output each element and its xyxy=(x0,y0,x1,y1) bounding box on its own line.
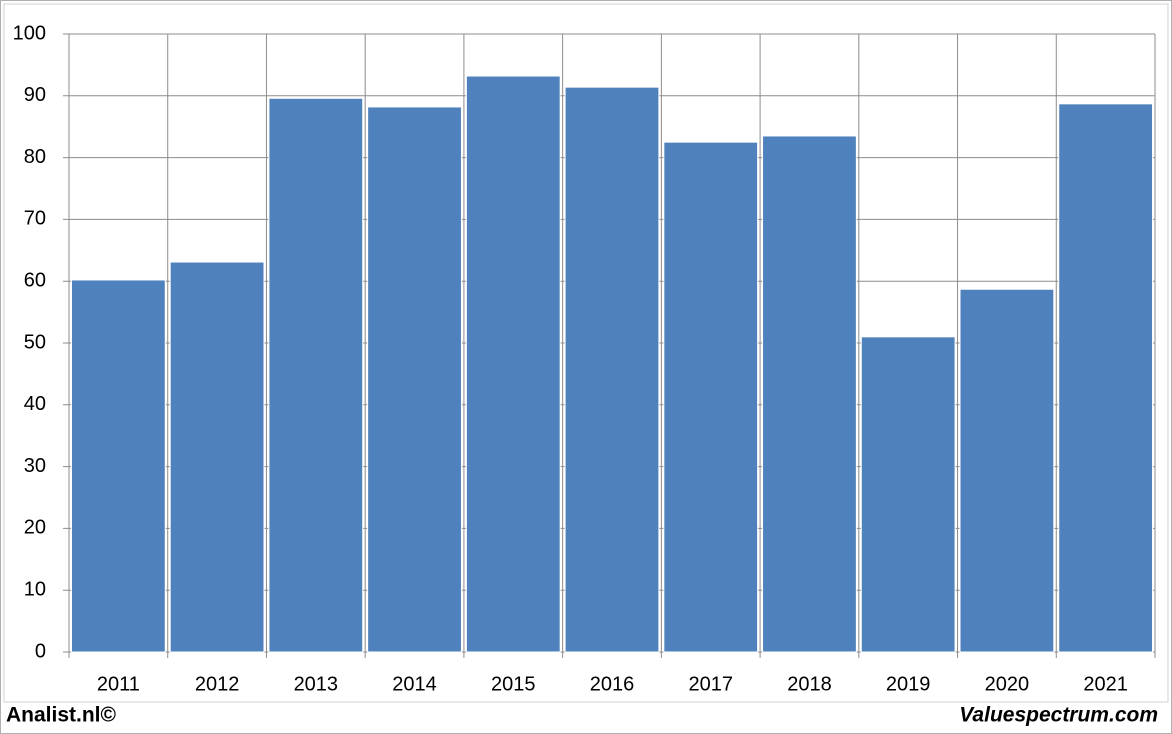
x-tick-label: 2013 xyxy=(294,673,339,695)
footer-right: Valuespectrum.com xyxy=(959,704,1158,727)
bar xyxy=(367,106,462,653)
bar xyxy=(959,288,1055,653)
y-tick-label: 10 xyxy=(24,578,46,600)
y-tick-label: 50 xyxy=(24,331,46,353)
footer-left: Analist.nl© xyxy=(6,704,117,727)
x-tick-label: 2016 xyxy=(590,673,635,695)
x-tick-label: 2021 xyxy=(1083,673,1128,695)
y-tick-label: 80 xyxy=(24,146,46,168)
y-tick-label: 90 xyxy=(24,84,46,106)
bar xyxy=(762,135,857,653)
bar xyxy=(268,97,364,653)
bar xyxy=(465,75,561,653)
y-tick-label: 0 xyxy=(35,640,46,662)
y-tick-label: 70 xyxy=(24,208,46,230)
bar xyxy=(70,279,166,653)
y-tick-label: 100 xyxy=(13,22,46,44)
y-tick-label: 30 xyxy=(24,455,46,477)
y-tick-label: 60 xyxy=(24,269,46,291)
x-tick-label: 2011 xyxy=(97,673,140,695)
x-tick-label: 2019 xyxy=(886,673,931,695)
x-tick-label: 2014 xyxy=(392,673,437,695)
bar xyxy=(860,336,956,653)
bar xyxy=(663,141,759,653)
x-tick-label: 2012 xyxy=(195,673,240,695)
x-tick-label: 2015 xyxy=(491,673,536,695)
y-tick-label: 20 xyxy=(24,517,46,539)
x-tick-label: 2020 xyxy=(985,673,1030,695)
y-tick-label: 40 xyxy=(24,393,46,415)
bar xyxy=(169,261,265,653)
bar xyxy=(564,86,660,653)
bar xyxy=(1058,103,1154,653)
x-tick-label: 2017 xyxy=(688,673,733,695)
x-tick-label: 2018 xyxy=(787,673,832,695)
